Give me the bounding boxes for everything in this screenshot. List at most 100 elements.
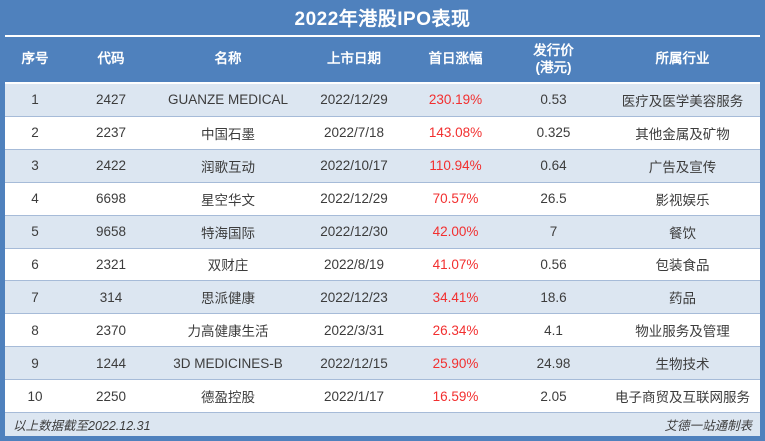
cell-name: 德盈控股 <box>201 390 255 406</box>
cell-date: 2022/12/30 <box>320 224 388 240</box>
cell-code: 2422 <box>95 158 127 174</box>
cell-code: 1244 <box>95 355 127 371</box>
table-header-row: 序号 代码 名称 上市日期 首日涨幅 发行价 (港元) 所属行业 <box>5 37 760 84</box>
table-row: 6 2321 双财庄 2022/8/19 41.07% 0.56 包装食品 <box>5 247 760 281</box>
header-price-sublabel: (港元) <box>535 59 572 75</box>
cell-code: 2237 <box>95 125 127 141</box>
table-row: 3 2422 润歌互动 2022/10/17 110.94% 0.64 广告及宣传 <box>5 148 760 182</box>
cell-price: 24.98 <box>536 355 571 371</box>
footer-data-cutoff-note: 以上数据截至2022.12.31 <box>13 419 151 433</box>
cell-industry: 医疗及医学美容服务 <box>621 93 744 109</box>
cell-gain: 110.94% <box>429 158 482 174</box>
cell-date: 2022/10/17 <box>320 158 388 174</box>
cell-gain: 42.00% <box>432 224 479 240</box>
cell-gain: 70.57% <box>432 191 479 207</box>
cell-code: 6698 <box>95 191 127 207</box>
cell-date: 2022/1/17 <box>323 388 385 404</box>
cell-gain: 25.90% <box>432 355 479 371</box>
header-name-label: 名称 <box>214 51 242 67</box>
cell-date: 2022/12/15 <box>320 355 388 371</box>
cell-industry: 影视娱乐 <box>655 192 710 208</box>
cell-name: 中国石墨 <box>201 126 255 142</box>
cell-industry: 广告及宣传 <box>648 159 717 175</box>
cell-seq: 5 <box>31 224 39 240</box>
cell-price: 0.64 <box>540 158 567 174</box>
cell-code: 314 <box>99 289 123 305</box>
cell-seq: 6 <box>31 256 39 272</box>
cell-seq: 4 <box>31 191 39 207</box>
table-row: 4 6698 星空华文 2022/12/29 70.57% 26.5 影视娱乐 <box>5 181 760 215</box>
header-date: 上市日期 <box>299 37 409 82</box>
table-row: 2 2237 中国石墨 2022/7/18 143.08% 0.325 其他金属及矿物 <box>5 115 760 149</box>
cell-seq: 10 <box>27 388 43 404</box>
footer-credit: 艾德一站通制表 <box>664 419 752 433</box>
table-title: 2022年港股IPO表现 <box>5 0 760 37</box>
cell-industry: 药品 <box>669 291 696 307</box>
header-price: 发行价 (港元) <box>502 37 605 82</box>
cell-gain: 34.41% <box>432 289 479 305</box>
cell-gain: 41.07% <box>432 256 479 272</box>
cell-price: 0.53 <box>540 92 567 108</box>
header-code: 代码 <box>65 37 157 82</box>
cell-seq: 2 <box>31 125 39 141</box>
cell-gain: 230.19% <box>428 92 483 108</box>
cell-name: 双财庄 <box>207 258 249 274</box>
cell-price: 2.05 <box>540 388 567 404</box>
cell-gain: 26.34% <box>432 322 479 338</box>
table-footer: 以上数据截至2022.12.31 艾德一站通制表 <box>5 412 760 436</box>
table-row: 7 314 思派健康 2022/12/23 34.41% 18.6 药品 <box>5 280 760 314</box>
cell-name: 特海国际 <box>201 225 255 241</box>
table-row: 8 2370 力高健康生活 2022/3/31 26.34% 4.1 物业服务及管理 <box>5 313 760 347</box>
table-row: 5 9658 特海国际 2022/12/30 42.00% 7 餐饮 <box>5 214 760 248</box>
table-row: 10 2250 德盈控股 2022/1/17 16.59% 2.05 电子商贸及互联网服务 <box>5 379 760 413</box>
cell-industry: 电子商贸及互联网服务 <box>615 390 750 406</box>
cell-date: 2022/12/23 <box>320 289 388 305</box>
cell-date: 2022/7/18 <box>323 125 385 141</box>
cell-industry: 其他金属及矿物 <box>635 126 730 142</box>
cell-name: 星空华文 <box>201 192 255 208</box>
table-body: 1 2427 GUANZE MEDICAL 2022/12/29 230.19% 0.53… <box>5 84 760 413</box>
header-date-label: 上市日期 <box>327 51 381 67</box>
cell-seq: 1 <box>31 92 39 108</box>
cell-date: 2022/12/29 <box>320 92 388 108</box>
header-code-label: 代码 <box>97 51 125 67</box>
header-seq: 序号 <box>5 37 65 82</box>
cell-code: 2370 <box>95 322 127 338</box>
header-name: 名称 <box>157 37 299 82</box>
header-industry-label: 所属行业 <box>655 51 710 67</box>
header-seq-label: 序号 <box>21 51 49 67</box>
header-price-label: 发行价 <box>533 42 574 58</box>
header-industry: 所属行业 <box>605 37 760 82</box>
table-row: 1 2427 GUANZE MEDICAL 2022/12/29 230.19% 0.53… <box>5 84 760 116</box>
cell-code: 2250 <box>95 388 127 404</box>
cell-seq: 9 <box>31 355 39 371</box>
cell-gain: 143.08% <box>428 125 483 141</box>
cell-seq: 7 <box>31 289 39 305</box>
cell-price: 26.5 <box>540 191 567 207</box>
cell-name: GUANZE MEDICAL <box>167 92 289 108</box>
cell-price: 7 <box>549 224 558 240</box>
cell-industry: 生物技术 <box>655 357 710 373</box>
cell-seq: 3 <box>31 158 39 174</box>
cell-industry: 餐饮 <box>669 225 696 241</box>
cell-gain: 16.59% <box>432 388 479 404</box>
cell-name: 润歌互动 <box>201 159 255 175</box>
cell-date: 2022/12/29 <box>320 191 388 207</box>
cell-code: 2427 <box>95 92 127 108</box>
cell-date: 2022/3/31 <box>323 322 385 338</box>
cell-price: 0.56 <box>540 256 567 272</box>
cell-industry: 包装食品 <box>655 258 710 274</box>
cell-price: 18.6 <box>540 289 567 305</box>
cell-date: 2022/8/19 <box>323 256 385 272</box>
cell-industry: 物业服务及管理 <box>635 324 730 340</box>
cell-name: 思派健康 <box>201 291 255 307</box>
cell-seq: 8 <box>31 322 39 338</box>
cell-price: 0.325 <box>536 125 571 141</box>
cell-name: 3D MEDICINES-B <box>173 355 283 371</box>
table-row: 9 1244 3D MEDICINES-B 2022/12/15 25.90% 24.98… <box>5 346 760 380</box>
cell-code: 9658 <box>95 224 127 240</box>
cell-price: 4.1 <box>544 322 563 338</box>
cell-name: 力高健康生活 <box>187 324 269 340</box>
cell-code: 2321 <box>95 256 127 272</box>
